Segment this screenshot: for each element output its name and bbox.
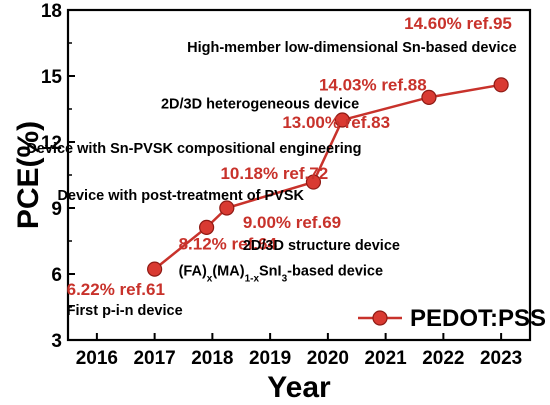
data-point	[493, 77, 509, 93]
x-tick-label: 2022	[422, 348, 464, 369]
x-tick-label: 2020	[307, 348, 349, 369]
annotation-value: 13.00% ref.83	[282, 113, 390, 132]
x-tick-label: 2023	[480, 348, 522, 369]
x-tick-label: 2016	[76, 348, 118, 369]
y-axis-title: PCE(%)	[12, 121, 45, 229]
y-tick-label: 15	[41, 67, 63, 88]
series-pedot-pss	[147, 77, 509, 277]
legend-label: PEDOT:PSS	[410, 305, 546, 332]
annotation-description: First p-i-n device	[67, 303, 183, 319]
x-tick-label: 2018	[191, 348, 233, 369]
annotation-description: Device with Sn-PVSK compositional engine…	[26, 141, 361, 157]
x-axis-title: Year	[267, 371, 331, 404]
y-tick-label: 18	[41, 1, 62, 22]
annotation-description: 2D/3D structure device	[243, 238, 400, 254]
y-tick-label: 12	[41, 133, 62, 154]
y-tick-label: 6	[51, 265, 62, 286]
y-tick-label: 9	[51, 199, 62, 220]
data-point	[334, 112, 350, 128]
annotation-description: 2D/3D heterogeneous device	[161, 96, 359, 112]
data-point	[199, 219, 215, 235]
x-axis-ticks: 2016 2017 2018 2019 2020 2021 2022 2023	[76, 333, 522, 369]
annotations: 6.22% ref.61 First p-i-n device 8.12% ref.…	[26, 14, 516, 319]
data-point	[421, 89, 437, 105]
annotation-value: 8.12% ref.64	[179, 234, 278, 253]
annotation-description: High-member low-dimensional Sn-based dev…	[187, 40, 517, 56]
annotation-value: 10.18% ref.72	[220, 164, 328, 183]
x-tick-label: 2021	[364, 348, 407, 369]
annotation-value: 9.00% ref.69	[243, 213, 341, 232]
annotation-description: Device with post-treatment of PVSK	[57, 188, 304, 204]
data-point	[147, 261, 163, 277]
annotation-description: (FA)x(MA)1-xSnI3-based device	[179, 263, 383, 284]
y-tick-label: 3	[51, 331, 62, 352]
data-point	[305, 174, 322, 190]
annotation-value: 6.22% ref.61	[67, 280, 165, 299]
x-tick-label: 2017	[133, 348, 175, 369]
annotation-value: 14.60% ref.95	[404, 14, 512, 33]
x-tick-label: 2019	[249, 348, 291, 369]
legend-marker	[372, 310, 388, 326]
annotation-value: 14.03% ref.88	[319, 75, 427, 94]
y-axis-ticks: 3 6 9 12 15 18	[41, 1, 75, 352]
data-point	[219, 200, 235, 216]
legend: PEDOT:PSS	[358, 305, 546, 332]
